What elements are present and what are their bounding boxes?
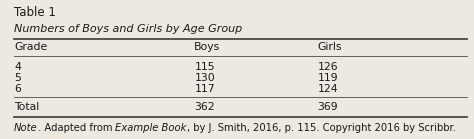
Text: Numbers of Boys and Girls by Age Group: Numbers of Boys and Girls by Age Group — [14, 24, 243, 34]
Text: Boys: Boys — [194, 42, 220, 52]
Text: 126: 126 — [318, 62, 338, 72]
Text: 369: 369 — [318, 102, 338, 112]
Text: 124: 124 — [318, 84, 338, 94]
Text: . Adapted from: . Adapted from — [38, 123, 116, 133]
Text: Total: Total — [14, 102, 39, 112]
Text: , by J. Smith, 2016, p. 115. Copyright 2016 by Scribbr.: , by J. Smith, 2016, p. 115. Copyright 2… — [187, 123, 456, 133]
Text: 117: 117 — [194, 84, 215, 94]
Text: Grade: Grade — [14, 42, 47, 52]
Text: 5: 5 — [14, 73, 21, 83]
Text: Example Book: Example Book — [116, 123, 187, 133]
Text: 115: 115 — [194, 62, 215, 72]
Text: 119: 119 — [318, 73, 338, 83]
Text: 130: 130 — [194, 73, 215, 83]
Text: Table 1: Table 1 — [14, 6, 56, 19]
Text: 362: 362 — [194, 102, 215, 112]
Text: Note: Note — [14, 123, 38, 133]
Text: 4: 4 — [14, 62, 21, 72]
Text: Girls: Girls — [318, 42, 342, 52]
Text: 6: 6 — [14, 84, 21, 94]
